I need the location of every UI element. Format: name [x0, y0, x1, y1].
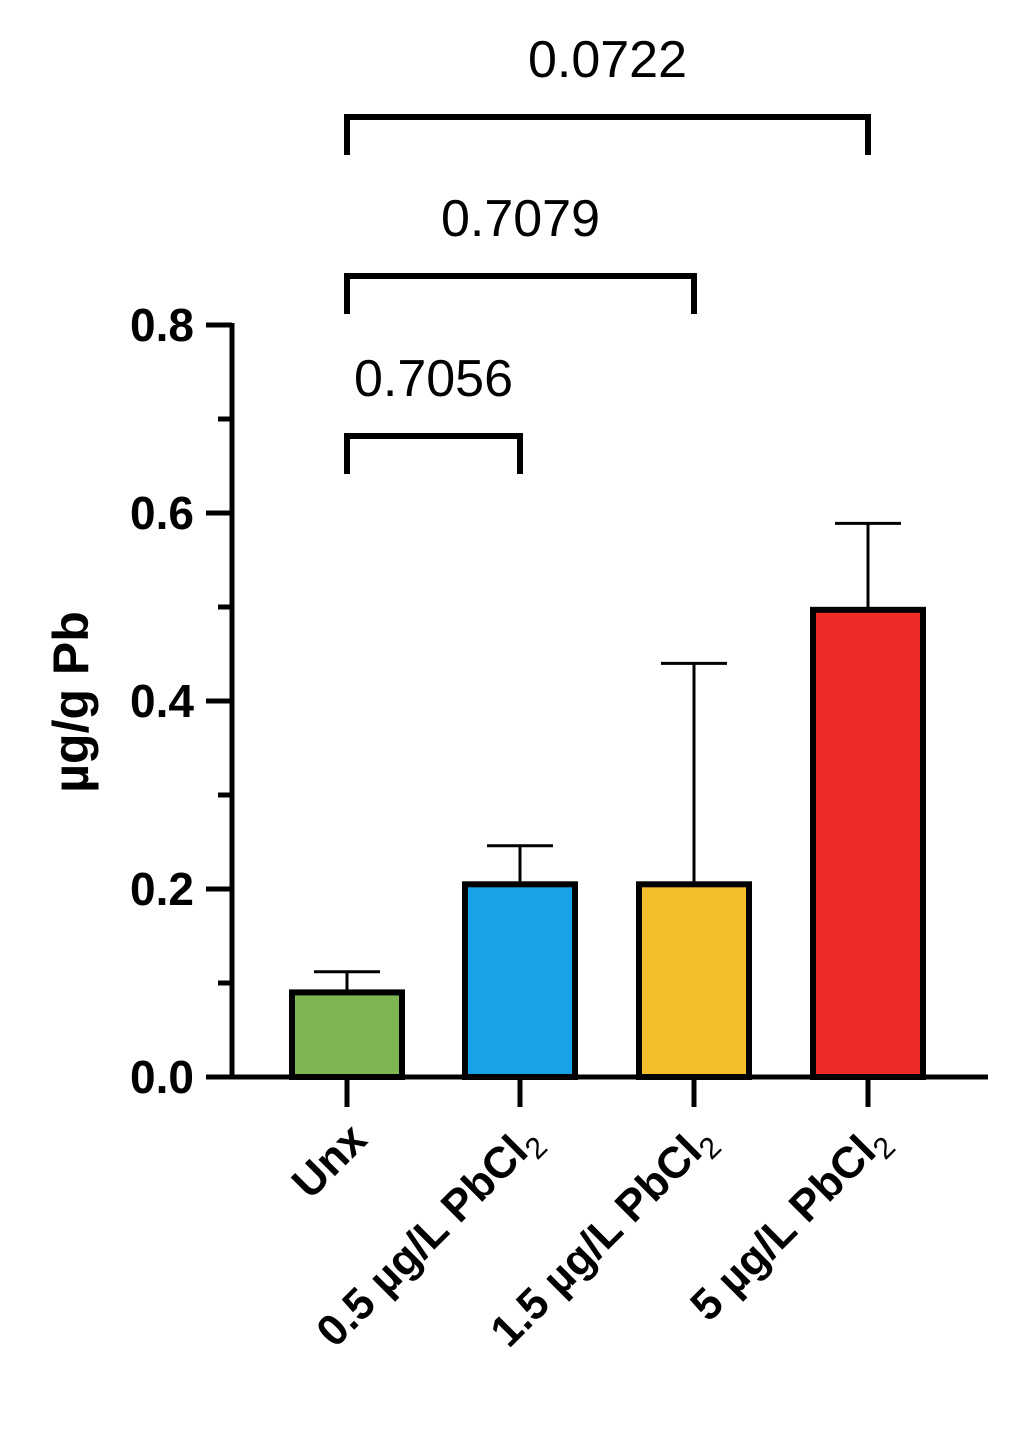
y-tick-label: 0.6 — [130, 487, 194, 539]
comparison-bracket — [344, 114, 871, 155]
y-tick-label: 0.0 — [130, 1051, 194, 1103]
p-value-label: 0.7079 — [441, 190, 600, 248]
significance-brackets: 0.7056 0.7079 0.0722 — [344, 31, 871, 474]
y-axis-title: µg/g Pb — [43, 611, 99, 793]
bar — [462, 881, 578, 1080]
bars — [289, 521, 926, 1081]
p-value-label: 0.0722 — [528, 31, 687, 89]
category-label: Unx — [283, 1114, 377, 1208]
bar — [636, 881, 752, 1080]
y-tick-label: 0.4 — [130, 675, 194, 727]
category-label-text: Unx — [283, 1114, 377, 1208]
y-tick-label: 0.2 — [130, 863, 194, 915]
y-tick-label: 0.8 — [130, 299, 194, 351]
bar — [289, 989, 405, 1081]
p-value-label: 0.7056 — [354, 350, 513, 408]
comparison-bracket — [344, 273, 697, 314]
bar — [810, 606, 926, 1080]
comparison-bracket — [344, 433, 523, 474]
